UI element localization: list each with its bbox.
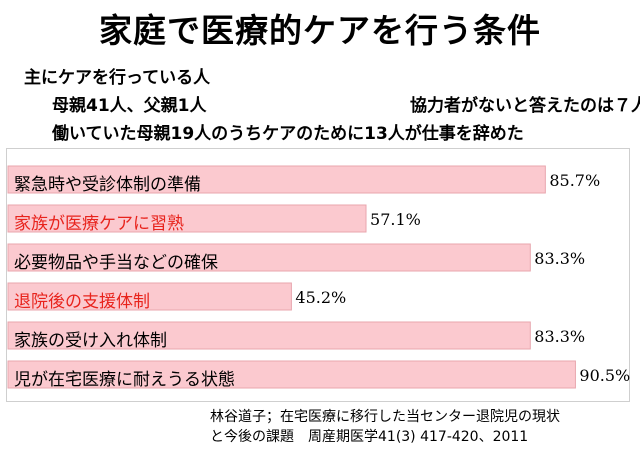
value-label-6: 90.5% [579,366,631,385]
intro-parents-line: 母親41人、父親1人 [52,96,207,116]
category-label-4: 退院後の支援体制 [14,292,150,312]
category-label-5: 家族の受け入れ体制 [14,331,167,351]
category-label-3: 必要物品や手当などの確保 [14,253,218,273]
category-label-2: 家族が医療ケアに習熟 [14,214,184,234]
category-label-6: 児が在宅医療に耐えうる状態 [14,370,235,390]
intro-quit-job-line: 働いていた母親19人のうちケアのために13人が仕事を辞めた [52,124,524,144]
bar-1 [7,165,546,194]
citation-line-2: と今後の課題 周産期医学41(3) 417-420、2011 [210,429,529,445]
value-label-2: 57.1% [370,210,421,229]
bar-6 [7,360,576,389]
value-label-5: 83.3% [534,327,586,346]
bar-4 [7,282,292,311]
intro-caregiver-line: 主にケアを行っている人 [24,68,211,88]
bar-2 [7,204,367,233]
intro-no-helper-line: 協力者がないと答えたのは７人 [410,96,640,116]
category-label-1: 緊急時や受診体制の準備 [14,175,201,195]
value-label-1: 85.7% [549,171,601,190]
chart-frame [6,148,630,402]
page-title: 家庭で医療的ケアを行う条件 [99,11,541,50]
value-label-3: 83.3% [534,249,586,268]
bar-3 [7,243,531,272]
bar-5 [7,321,531,350]
citation: 林谷道子；在宅医療に移行した当センター退院児の現状 と今後の課題 周産期医学41… [210,407,560,447]
value-label-4: 45.2% [295,288,347,307]
citation-line-1: 林谷道子；在宅医療に移行した当センター退院児の現状 [210,409,560,425]
